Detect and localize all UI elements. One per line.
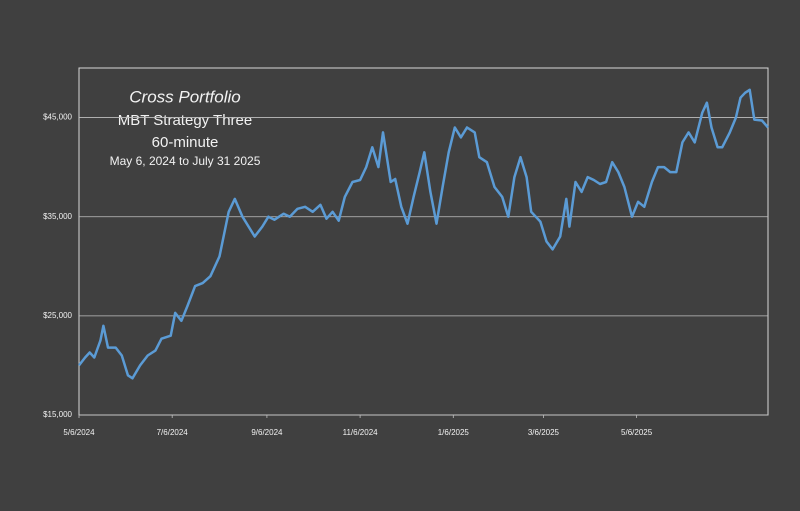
chart-subtitle: 60-minute [152, 134, 219, 151]
x-tick-label: 9/6/2024 [251, 428, 283, 437]
chart-title: Cross Portfolio [129, 87, 240, 106]
x-tick-label: 1/6/2025 [438, 428, 470, 437]
x-tick-label: 5/6/2024 [63, 428, 95, 437]
chart-subtitle: May 6, 2024 to July 31 2025 [110, 154, 261, 168]
chart-subtitle: MBT Strategy Three [118, 112, 253, 129]
line-series [78, 88, 769, 380]
x-tick-label: 5/6/2025 [621, 428, 653, 437]
y-tick-label: $15,000 [43, 410, 72, 419]
y-tick-label: $45,000 [43, 113, 72, 122]
y-tick-label: $25,000 [43, 311, 72, 320]
x-tick-label: 3/6/2025 [528, 428, 560, 437]
x-tick-label: 11/6/2024 [343, 428, 379, 437]
y-tick-label: $35,000 [43, 212, 72, 221]
x-tick-label: 7/6/2024 [157, 428, 189, 437]
